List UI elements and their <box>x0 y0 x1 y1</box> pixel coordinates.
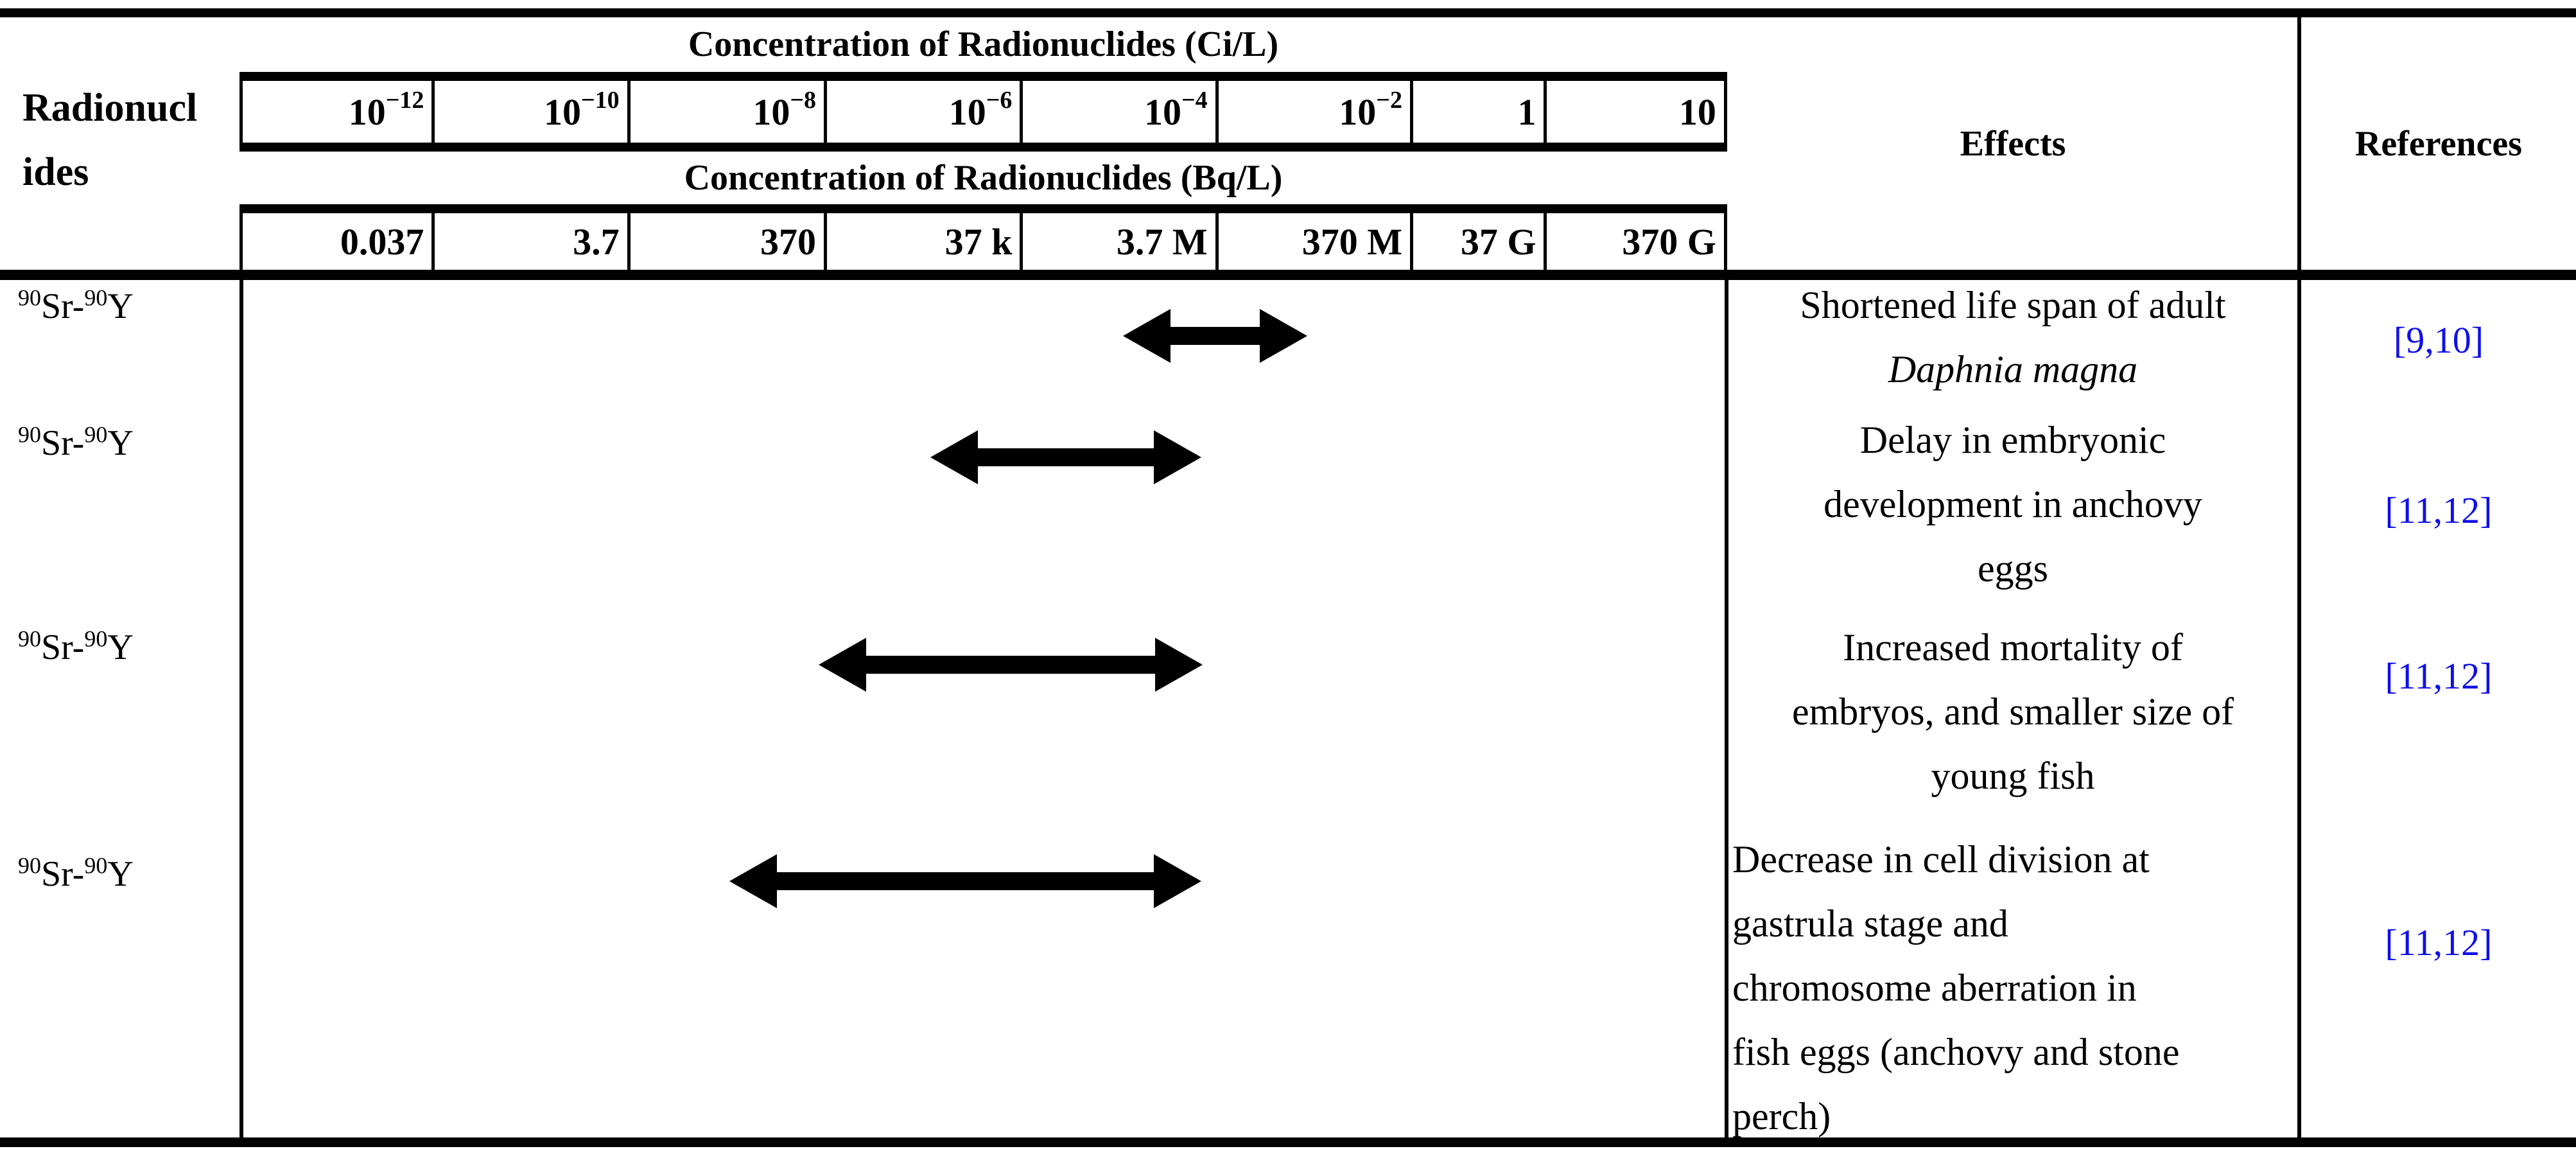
radionuclides-column-header: Radionucl ides <box>22 76 234 204</box>
radionuclide-label: 90Sr-90Y <box>18 626 134 667</box>
ci-tick: 10 −12 <box>243 81 435 143</box>
bq-tick-row: 0.037 3.7 370 37 k 3.7 M 370 M 37 G 370 … <box>239 213 1727 270</box>
radionuclides-header-line2: ides <box>22 150 89 194</box>
arrowhead-left-icon <box>729 854 777 908</box>
arrow-bar <box>777 872 1154 890</box>
ci-scale-title: Concentration of Radionuclides (Ci/L) <box>688 24 1279 64</box>
arrowhead-right-icon <box>1260 309 1307 363</box>
arrowhead-left-icon <box>930 430 978 484</box>
bq-tick: 370 <box>631 213 827 270</box>
effect-description: Delay in embryonic development in anchov… <box>1823 419 2202 590</box>
radionuclide-label: 90Sr-90Y <box>18 852 134 894</box>
ci-tick: 10 −8 <box>631 81 827 143</box>
range-arrow <box>1123 309 1307 363</box>
range-arrow <box>819 638 1203 692</box>
arrowhead-left-icon <box>819 638 866 692</box>
bq-scale-top-rule <box>239 204 1727 213</box>
bq-tick: 0.037 <box>243 213 435 270</box>
ci-scale-top-rule <box>239 72 1727 81</box>
ci-scale-bottom-rule <box>239 143 1727 152</box>
bq-tick: 370 M <box>1219 213 1413 270</box>
ci-tick: 10 −2 <box>1219 81 1413 143</box>
range-arrow <box>930 430 1201 484</box>
table-top-rule <box>0 8 2576 17</box>
effect-description: Shortened life span of adult Daphnia mag… <box>1800 284 2226 390</box>
radionuclides-header-line1: Radionucl <box>22 86 198 130</box>
ci-tick: 10 <box>1547 81 1727 143</box>
ci-tick: 1 <box>1413 81 1547 143</box>
ci-tick-row: 10 −12 10 −10 10 −8 10 −6 10 −4 10 −2 1 10 <box>239 81 1727 143</box>
arrow-bar <box>978 448 1154 466</box>
radionuclide-column-divider <box>239 280 243 1137</box>
arrowhead-left-icon <box>1123 309 1171 363</box>
arrow-bar <box>1171 327 1260 345</box>
bq-tick: 37 k <box>827 213 1023 270</box>
effect-description: Decrease in cell division at gastrula st… <box>1732 838 2180 1137</box>
bq-tick: 370 G <box>1547 213 1727 270</box>
reference-link[interactable]: [11,12] <box>2385 489 2493 531</box>
arrowhead-right-icon <box>1154 430 1201 484</box>
ci-tick: 10 −10 <box>435 81 631 143</box>
reference-link[interactable]: [11,12] <box>2385 655 2493 697</box>
header-separator-rule <box>0 270 2576 280</box>
species-name-italic: Daphnia magna <box>1888 348 2138 390</box>
radionuclide-label: 90Sr-90Y <box>18 421 134 463</box>
effects-column-divider <box>1725 280 1728 1137</box>
arrowhead-right-icon <box>1154 854 1201 908</box>
arrowhead-right-icon <box>1155 638 1203 692</box>
radionuclide-label: 90Sr-90Y <box>18 285 134 326</box>
ci-tick: 10 −6 <box>827 81 1023 143</box>
references-column-header: References <box>2354 123 2523 164</box>
concentration-range-chart-area <box>239 280 1727 1137</box>
table-bottom-rule <box>0 1137 2576 1147</box>
ci-tick: 10 −4 <box>1023 81 1219 143</box>
reference-link[interactable]: [11,12] <box>2385 922 2493 963</box>
effect-description: Increased mortality of embryos, and smal… <box>1791 626 2234 797</box>
bq-tick: 3.7 <box>435 213 631 270</box>
bq-tick: 37 G <box>1413 213 1547 270</box>
references-column-divider <box>2297 17 2301 1137</box>
arrow-bar <box>866 656 1155 674</box>
effects-column-header: Effects <box>1960 123 2066 164</box>
bq-scale-title: Concentration of Radionuclides (Bq/L) <box>684 158 1283 198</box>
reference-link[interactable]: [9,10] <box>2393 319 2484 361</box>
bq-tick: 3.7 M <box>1023 213 1219 270</box>
range-arrow <box>729 854 1201 908</box>
